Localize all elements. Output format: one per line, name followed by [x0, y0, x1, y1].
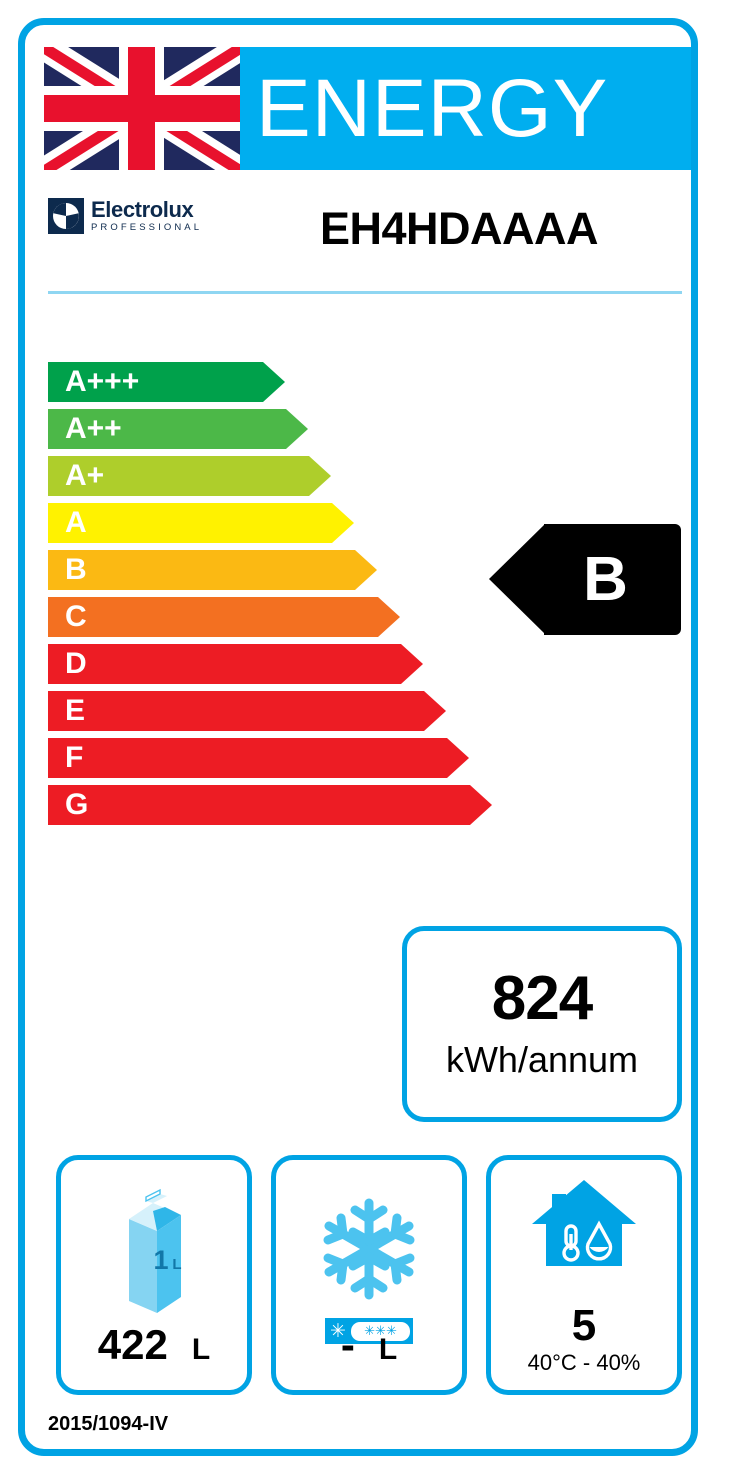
freezer-star-rating-badge: ✳ ✳✳✳: [325, 1318, 413, 1344]
selected-class-arrow-tip: [489, 524, 545, 634]
selected-class-letter: B: [583, 544, 628, 614]
efficiency-bar-tip: [447, 738, 469, 778]
star-badge-single-star: ✳: [330, 1320, 346, 1342]
efficiency-bar-body: A+: [48, 456, 309, 496]
fresh-volume-value: 422: [97, 1321, 168, 1368]
efficiency-bar-aplus: A+: [48, 456, 492, 496]
brand-row: Electrolux PROFESSIONAL EH4HDAAAA: [48, 196, 688, 274]
climate-class-value: 5: [571, 1301, 597, 1350]
efficiency-bar-g: G: [48, 785, 492, 825]
efficiency-bar-aplusplus: A++: [48, 409, 492, 449]
efficiency-bar-body: A++: [48, 409, 286, 449]
freezer-volume-value: -: [340, 1321, 355, 1368]
efficiency-bar-body: F: [48, 738, 447, 778]
selected-class-arrow-body: B: [544, 524, 681, 635]
efficiency-bar-a: A: [48, 503, 492, 543]
efficiency-bar-body: A+++: [48, 362, 263, 402]
efficiency-bar-tip: [309, 456, 331, 496]
svg-text:L: L: [172, 1256, 181, 1273]
efficiency-bar-f: F: [48, 738, 492, 778]
efficiency-bar-aplusplusplus: A+++: [48, 362, 492, 402]
efficiency-bar-tip: [263, 362, 285, 402]
energy-title: ENERGY: [256, 62, 609, 154]
label-header: ENERGY: [44, 47, 691, 170]
efficiency-bar-tip: [286, 409, 308, 449]
electrolux-logo-name: Electrolux: [91, 196, 194, 222]
freezer-volume-box: ✳ ✳✳✳ - L: [271, 1155, 467, 1395]
svg-text:1: 1: [153, 1245, 168, 1275]
efficiency-bar-b: B: [48, 550, 492, 590]
electrolux-logo-subtitle: PROFESSIONAL: [91, 221, 203, 233]
efficiency-scale: A+++ A++ A+ A B C D E F G: [48, 362, 492, 832]
efficiency-bar-tip: [378, 597, 400, 637]
regulation-reference: 2015/1094-IV: [48, 1413, 169, 1435]
fresh-volume-footer: 422 L: [61, 1323, 247, 1372]
consumption-unit: kWh/annum: [445, 1039, 639, 1080]
efficiency-bar-label: A+++: [65, 365, 140, 398]
climate-class-conditions: 40°C - 40%: [527, 1350, 641, 1375]
star-badge-three-stars: ✳✳✳: [351, 1321, 410, 1341]
efficiency-bar-tip: [424, 691, 446, 731]
efficiency-bar-body: C: [48, 597, 378, 637]
efficiency-bar-body: E: [48, 691, 424, 731]
energy-consumption-box: 824 kWh/annum: [402, 926, 682, 1122]
efficiency-bar-tip: [470, 785, 492, 825]
electrolux-mark-icon: [48, 198, 84, 234]
freezer-volume-footer: - L: [276, 1323, 462, 1372]
efficiency-bar-c: C: [48, 597, 492, 637]
climate-class-box: 5 40°C - 40%: [486, 1155, 682, 1395]
climate-class-footer: 5 40°C - 40%: [491, 1304, 677, 1376]
efficiency-bar-body: A: [48, 503, 332, 543]
header-divider: [48, 291, 682, 294]
energy-band: ENERGY: [240, 47, 691, 170]
efficiency-bar-tip: [332, 503, 354, 543]
efficiency-bar-d: D: [48, 644, 492, 684]
efficiency-bar-tip: [355, 550, 377, 590]
selected-class-arrow: B: [489, 524, 681, 635]
efficiency-bar-body: D: [48, 644, 401, 684]
fresh-volume-box: 1 L 422 L: [56, 1155, 252, 1395]
feature-boxes: 1 L 422 L: [56, 1155, 682, 1395]
efficiency-bar-body: G: [48, 785, 470, 825]
efficiency-bar-label: A+: [65, 459, 105, 492]
consumption-value: 824: [491, 964, 593, 1033]
fresh-volume-unit: L: [191, 1333, 211, 1366]
efficiency-bar-body: B: [48, 550, 355, 590]
model-name: EH4HDAAAA: [319, 203, 599, 254]
electrolux-logo: Electrolux PROFESSIONAL: [48, 198, 202, 234]
freezer-volume-unit: L: [378, 1333, 398, 1366]
snowflake-icon: [276, 1174, 462, 1324]
efficiency-bar-e: E: [48, 691, 492, 731]
efficiency-bar-label: D: [65, 647, 87, 680]
efficiency-bar-label: A++: [65, 412, 122, 445]
union-jack-flag-icon: [44, 47, 240, 170]
efficiency-bar-label: A: [65, 506, 87, 539]
efficiency-bar-label: G: [65, 788, 89, 821]
efficiency-bar-label: B: [65, 553, 87, 586]
efficiency-bar-label: F: [65, 741, 84, 774]
house-climate-icon: [491, 1166, 677, 1278]
efficiency-bar-label: E: [65, 694, 86, 727]
efficiency-bar-label: C: [65, 600, 87, 633]
milk-carton-icon: 1 L: [61, 1174, 247, 1324]
efficiency-bar-tip: [401, 644, 423, 684]
